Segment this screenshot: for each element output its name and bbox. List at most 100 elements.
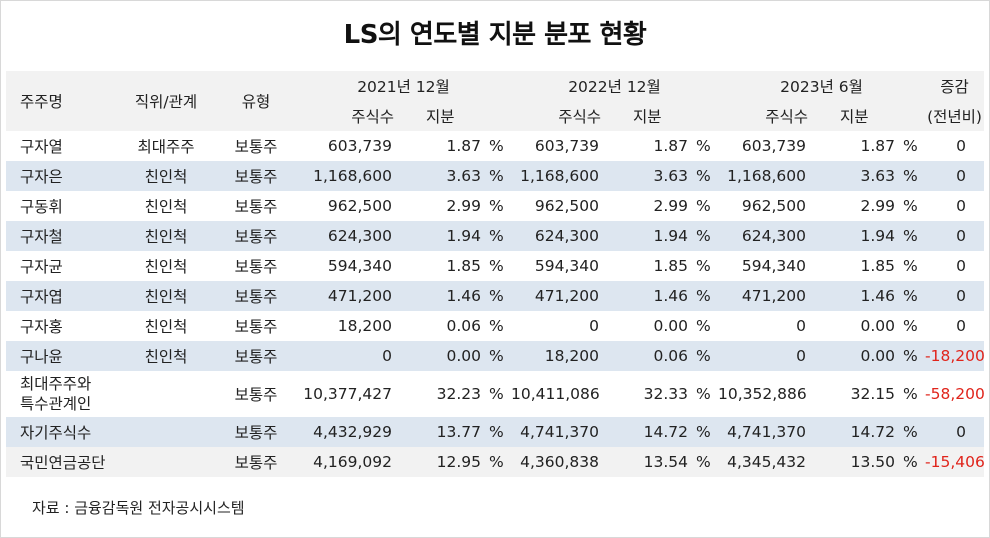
share-count: 0 [718,311,820,341]
share-count: 471,200 [511,281,613,311]
percent-sign: % [688,281,718,311]
share-count: 624,300 [511,221,613,251]
share-type: 보통주 [216,447,296,477]
share-type: 보통주 [216,161,296,191]
share-count: 0 [718,341,820,371]
page-title: LS의 연도별 지분 분포 현황 [343,20,647,50]
stake-percent: 13.50 [820,447,895,477]
shareholder-name-line: 특수관계인 [20,395,92,413]
header-shares-2023: 주식수 [718,101,820,131]
share-count: 603,739 [296,131,406,161]
percent-sign: % [895,131,926,161]
header-period-2021: 2021년 12월 [296,71,511,101]
stake-percent: 0.06 [406,311,481,341]
share-count: 962,500 [296,191,406,221]
share-count: 4,345,432 [718,447,820,477]
percent-sign: % [688,371,718,417]
share-type: 보통주 [216,341,296,371]
header-row-periods: 주주명 직위/관계 유형 2021년 12월 2022년 12월 2023년 6… [6,71,985,131]
relation: 친인척 [116,311,216,341]
stake-percent: 0.00 [406,341,481,371]
percent-sign: % [895,341,926,371]
change-value: 0 [925,251,985,281]
stake-percent: 0.00 [820,341,895,371]
percent-sign: % [895,417,926,447]
table-row: 구자균 친인척 보통주 594,340 1.85% 594,340 1.85% 594,340… [6,251,985,281]
share-type: 보통주 [216,131,296,161]
relation: 친인척 [116,191,216,221]
percent-sign: % [688,251,718,281]
stake-percent: 1.46 [820,281,895,311]
stake-percent: 1.94 [820,221,895,251]
share-count: 594,340 [511,251,613,281]
table-row: 자기주식수 보통주 4,432,929 13.77% 4,741,370 14.72% 4,… [6,417,985,447]
header-period-2022: 2022년 12월 [511,71,718,101]
percent-sign: % [481,311,511,341]
table-row: 구자은 친인척 보통주 1,168,600 3.63% 1,168,600 3.63% 1,1… [6,161,985,191]
share-type: 보통주 [216,371,296,417]
header-stake-2022: 지분 [613,101,718,131]
percent-sign: % [481,281,511,311]
stake-percent: 2.99 [406,191,481,221]
source-note: 자료 : 금융감독원 전자공시시스템 [32,499,245,517]
stake-percent: 32.15 [820,371,895,417]
relation: 친인척 [116,221,216,251]
percent-sign: % [895,251,926,281]
shareholder-name-line: 최대주주와 [20,375,92,393]
share-type: 보통주 [216,251,296,281]
change-value: 0 [925,161,985,191]
share-count: 4,741,370 [511,417,613,447]
change-value: -18,200 [925,341,985,371]
percent-sign: % [481,221,511,251]
stake-percent: 1.46 [613,281,688,311]
stake-percent: 1.85 [820,251,895,281]
share-count: 962,500 [511,191,613,221]
stake-percent: 0.06 [613,341,688,371]
stake-percent: 0.00 [820,311,895,341]
stake-percent: 1.85 [613,251,688,281]
share-count: 4,169,092 [296,447,406,477]
share-count: 603,739 [511,131,613,161]
shareholder-name: 구자홍 [6,311,116,341]
percent-sign: % [688,191,718,221]
header-shares-2021: 주식수 [296,101,406,131]
change-value: -15,406 [925,447,985,477]
share-count: 10,411,086 [511,371,613,417]
stake-percent: 14.72 [820,417,895,447]
percent-sign: % [895,221,926,251]
percent-sign: % [895,281,926,311]
relation: 최대주주 [116,131,216,161]
percent-sign: % [688,417,718,447]
stake-percent: 0.00 [613,311,688,341]
change-value: 0 [925,311,985,341]
percent-sign: % [481,447,511,477]
percent-sign: % [688,311,718,341]
stake-percent: 1.87 [613,131,688,161]
table-row: 최대주주와 특수관계인 보통주 10,377,427 32.23% 10,411,086 3… [6,371,985,417]
share-type: 보통주 [216,311,296,341]
stake-percent: 32.33 [613,371,688,417]
stake-percent: 3.63 [406,161,481,191]
percent-sign: % [688,161,718,191]
table-row: 구자철 친인척 보통주 624,300 1.94% 624,300 1.94% 624,300… [6,221,985,251]
share-count: 1,168,600 [718,161,820,191]
percent-sign: % [895,447,926,477]
stake-percent: 1.87 [820,131,895,161]
percent-sign: % [688,341,718,371]
stake-percent: 13.54 [613,447,688,477]
share-count: 0 [511,311,613,341]
change-value: 0 [925,221,985,251]
percent-sign: % [481,371,511,417]
share-count: 624,300 [718,221,820,251]
header-period-2023: 2023년 6월 [718,71,926,101]
table-row: 구자열 최대주주 보통주 603,739 1.87% 603,739 1.87% 603,73… [6,131,985,161]
change-value: 0 [925,131,985,161]
stake-percent: 1.87 [406,131,481,161]
share-count: 471,200 [718,281,820,311]
percent-sign: % [481,191,511,221]
share-type: 보통주 [216,281,296,311]
share-count: 594,340 [718,251,820,281]
percent-sign: % [895,191,926,221]
change-value: -58,200 [925,371,985,417]
